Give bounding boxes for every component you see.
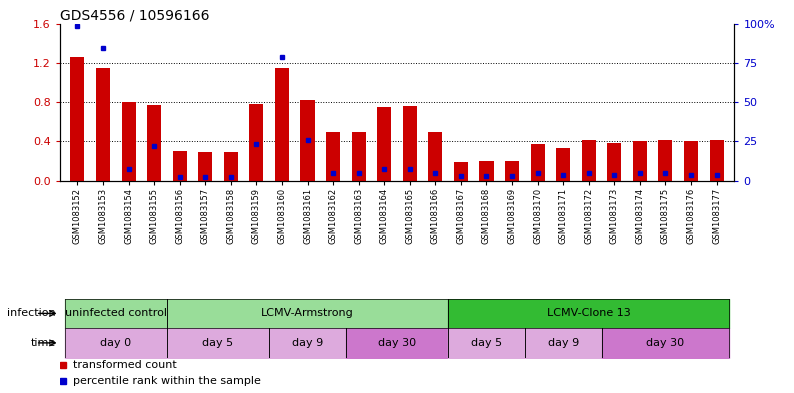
Bar (172, 151, 187, 181)
Bar (71, 57, 84, 181)
Bar (249, 104, 264, 181)
Bar (582, 140, 596, 181)
Bar (147, 105, 161, 181)
Bar (684, 141, 698, 181)
Bar (352, 132, 366, 181)
Bar (607, 143, 622, 181)
Bar (224, 152, 238, 181)
Text: percentile rank within the sample: percentile rank within the sample (73, 376, 261, 386)
Bar (658, 140, 673, 181)
Text: infection: infection (7, 309, 56, 318)
Text: day 30: day 30 (646, 338, 684, 348)
Text: day 0: day 0 (100, 338, 131, 348)
Bar (710, 140, 723, 181)
Bar (556, 148, 570, 181)
Bar (454, 162, 468, 181)
Bar (377, 107, 391, 181)
Text: LCMV-Clone 13: LCMV-Clone 13 (547, 309, 630, 318)
Bar (198, 152, 212, 181)
Text: transformed count: transformed count (73, 360, 177, 371)
Bar (326, 132, 340, 181)
Bar (275, 68, 289, 181)
Bar (300, 100, 314, 181)
Text: day 9: day 9 (548, 338, 579, 348)
Bar (121, 102, 136, 181)
Bar (403, 106, 417, 181)
Text: time: time (30, 338, 56, 348)
Text: LCMV-Armstrong: LCMV-Armstrong (261, 309, 354, 318)
Bar (96, 68, 110, 181)
Text: uninfected control: uninfected control (65, 309, 167, 318)
Text: day 30: day 30 (378, 338, 416, 348)
Text: day 5: day 5 (202, 338, 233, 348)
Bar (530, 144, 545, 181)
Bar (428, 132, 442, 181)
Text: GDS4556 / 10596166: GDS4556 / 10596166 (60, 8, 209, 22)
Text: day 9: day 9 (292, 338, 323, 348)
Bar (505, 161, 519, 181)
Bar (480, 161, 494, 181)
Text: day 5: day 5 (471, 338, 502, 348)
Bar (633, 141, 647, 181)
